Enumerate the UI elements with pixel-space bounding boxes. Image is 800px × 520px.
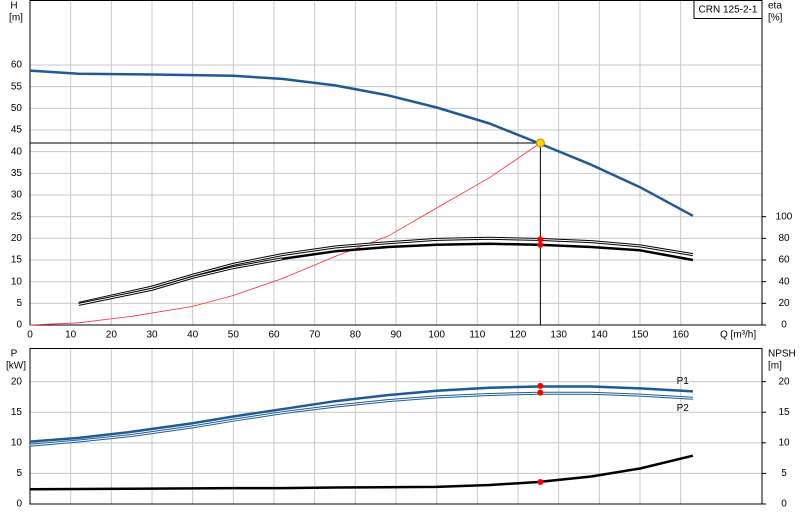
series-label: P1 bbox=[677, 376, 690, 387]
x-tick-label: 50 bbox=[228, 330, 240, 341]
y2-tick-label: 20 bbox=[778, 376, 790, 387]
y2-tick-label: 20 bbox=[778, 298, 790, 309]
y-tick-label: 40 bbox=[11, 146, 23, 157]
y2-axis-unit: [%] bbox=[768, 13, 783, 24]
y2-tick-label: 100 bbox=[776, 211, 793, 222]
y2-tick-label: 10 bbox=[778, 437, 790, 448]
x-tick-label: 70 bbox=[309, 330, 321, 341]
y-axis-label: P bbox=[11, 349, 18, 360]
y2-tick-label: 0 bbox=[781, 499, 787, 510]
x-tick-label: 0 bbox=[27, 330, 33, 341]
y-tick-label: 35 bbox=[11, 168, 23, 179]
y-tick-label: 15 bbox=[11, 407, 23, 418]
y-tick-label: 60 bbox=[11, 60, 23, 71]
y-tick-label: 25 bbox=[11, 211, 23, 222]
x-tick-label: 140 bbox=[591, 330, 608, 341]
duty-point bbox=[535, 138, 545, 148]
plot-frame bbox=[29, 0, 763, 326]
x-tick-label: 80 bbox=[350, 330, 362, 341]
y-tick-label: 0 bbox=[16, 499, 22, 510]
plot-frame bbox=[29, 348, 763, 505]
curve bbox=[29, 69, 694, 217]
marker bbox=[537, 389, 544, 396]
x-tick-label: 90 bbox=[390, 330, 402, 341]
x-tick-label: 120 bbox=[510, 330, 527, 341]
marker bbox=[537, 382, 544, 389]
x-tick-label: 130 bbox=[550, 330, 567, 341]
y-tick-label: 55 bbox=[11, 81, 23, 92]
x-tick-label: 160 bbox=[672, 330, 689, 341]
x-tick-label: 40 bbox=[187, 330, 199, 341]
y-tick-label: 30 bbox=[11, 190, 23, 201]
y2-tick-label: 60 bbox=[778, 255, 790, 266]
y-tick-label: 10 bbox=[11, 276, 23, 287]
curve bbox=[29, 391, 693, 447]
y-axis-unit: [m] bbox=[9, 13, 23, 24]
y-tick-label: 20 bbox=[11, 376, 23, 387]
x-tick-label: 10 bbox=[65, 330, 77, 341]
y2-axis-unit: [m] bbox=[768, 361, 782, 372]
y-tick-label: 15 bbox=[11, 255, 23, 266]
x-tick-label: 110 bbox=[469, 330, 485, 341]
chart-title: CRN 125-2-1 bbox=[699, 5, 758, 16]
x-tick-label: 30 bbox=[146, 330, 158, 341]
marker bbox=[537, 241, 544, 248]
title-box bbox=[693, 0, 763, 19]
marker bbox=[537, 236, 544, 243]
y2-tick-label: 40 bbox=[778, 276, 790, 287]
x-tick-label: 20 bbox=[106, 330, 118, 341]
curve bbox=[29, 142, 541, 326]
y-tick-label: 10 bbox=[11, 437, 23, 448]
y2-axis-label: eta bbox=[768, 1, 782, 12]
y-tick-label: 20 bbox=[11, 233, 23, 244]
y-tick-label: 5 bbox=[16, 468, 22, 479]
y-tick-label: 5 bbox=[16, 298, 22, 309]
curve-inner bbox=[29, 392, 693, 446]
curve-inner bbox=[78, 237, 693, 304]
y-tick-label: 50 bbox=[11, 103, 23, 114]
y-axis-label: H bbox=[10, 1, 17, 12]
y-tick-label: 45 bbox=[11, 125, 23, 136]
y2-tick-label: 15 bbox=[778, 407, 790, 418]
x-tick-label: 150 bbox=[632, 330, 649, 341]
curve bbox=[281, 242, 694, 262]
series-label: P2 bbox=[677, 403, 690, 414]
curve bbox=[29, 385, 693, 443]
marker bbox=[537, 478, 544, 485]
x-tick-label: 100 bbox=[428, 330, 445, 341]
y2-axis-label: NPSH bbox=[768, 349, 796, 360]
y2-tick-label: 5 bbox=[781, 468, 787, 479]
x-tick-label: 60 bbox=[268, 330, 280, 341]
x-axis-label: Q [m³/h] bbox=[720, 330, 756, 341]
y-axis-unit: [kW] bbox=[6, 361, 26, 372]
curve-inner bbox=[78, 258, 283, 305]
curve bbox=[29, 454, 694, 491]
y2-tick-label: 80 bbox=[778, 233, 790, 244]
y-tick-label: 0 bbox=[16, 320, 22, 331]
y2-tick-label: 0 bbox=[781, 320, 787, 331]
